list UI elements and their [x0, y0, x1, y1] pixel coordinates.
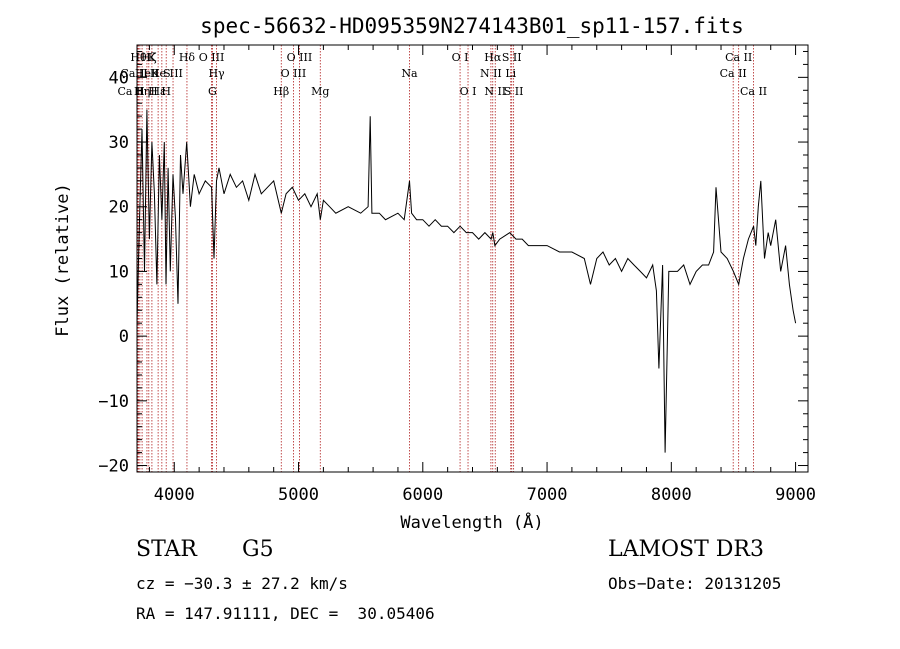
line-marker-label-29: Ca II	[725, 51, 752, 64]
object-class: STAR	[136, 537, 197, 562]
line-marker-label-21: O I	[460, 85, 477, 98]
line-marker-label-13: Hγ	[208, 67, 225, 80]
line-marker-label-28: Ca II	[720, 67, 747, 80]
redshift-velocity: cz = −30.3 ± 27.2 km/s	[136, 574, 348, 593]
x-axis-label: Wavelength (Å)	[400, 511, 543, 533]
x-tick-label: 8000	[651, 485, 692, 505]
line-marker-label-7: Hε	[150, 85, 166, 98]
line-marker-label-18: Mg	[311, 85, 329, 98]
line-marker-label-9: H	[161, 85, 171, 98]
emission-line-markers	[137, 45, 754, 472]
y-tick-label: −10	[98, 392, 129, 412]
line-marker-label-8: He I	[150, 67, 174, 80]
x-tick-label: 7000	[527, 485, 568, 505]
line-marker-label-10: S II	[163, 67, 183, 80]
observation-date: Obs−Date: 20131205	[608, 574, 782, 593]
line-marker-label-2: Ca II K	[120, 67, 160, 80]
line-marker-label-0: Ca II H	[117, 85, 157, 98]
line-marker-label-20: O I	[452, 51, 469, 64]
line-marker-label-11: Hδ	[179, 51, 196, 64]
y-tick-label: 30	[109, 133, 129, 153]
y-tick-label: 0	[119, 327, 129, 347]
y-axis-ticks: −20 −10 0 10 20 30 40	[98, 50, 808, 477]
x-tick-label: 6000	[402, 485, 443, 505]
line-marker-label-27: S II	[504, 85, 524, 98]
line-marker-label-12: O III	[199, 51, 225, 64]
x-tick-label: 4000	[154, 485, 195, 505]
line-marker-label-14: G	[208, 85, 217, 98]
y-tick-label: −20	[98, 457, 129, 477]
line-marker-label-25: S II	[502, 51, 522, 64]
plot-frame	[136, 44, 809, 473]
y-tick-label: 40	[109, 68, 129, 88]
ra-dec-coordinates: RA = 147.91111, DEC = 30.05406	[136, 604, 435, 623]
x-axis-ticks: 4000 5000 6000 7000 8000 9000	[148, 45, 816, 505]
line-marker-label-1: Hθ	[130, 51, 147, 64]
x-tick-label: 9000	[775, 485, 816, 505]
object-subclass: G5	[242, 537, 274, 562]
line-marker-label-24: N II	[484, 85, 506, 98]
line-marker-label-4: He I	[135, 67, 159, 80]
line-marker-label-23: N II	[480, 67, 502, 80]
line-marker-label-19: Na	[401, 67, 418, 80]
line-marker-label-15: Hβ	[273, 85, 289, 98]
line-marker-label-3: Hη	[134, 85, 150, 98]
chart-title: spec-56632-HD095359N274143B01_sp11-157.f…	[200, 14, 744, 38]
line-marker-label-17: O III	[287, 51, 313, 64]
line-marker-label-30: Ca II	[740, 85, 767, 98]
survey-name: LAMOST DR3	[608, 537, 764, 562]
spectrum-series-line	[136, 109, 797, 453]
y-axis-label: Flux (relative)	[53, 183, 73, 337]
line-marker-label-16: O III	[281, 67, 307, 80]
y-tick-label: 10	[109, 262, 129, 282]
line-marker-label-5: Hζ	[141, 51, 157, 64]
line-marker-label-22: Hα	[484, 51, 502, 64]
line-marker-label-26: Li	[505, 67, 516, 80]
line-marker-label-6: K	[148, 51, 157, 64]
y-tick-label: 20	[109, 198, 129, 218]
x-tick-label: 5000	[278, 485, 319, 505]
